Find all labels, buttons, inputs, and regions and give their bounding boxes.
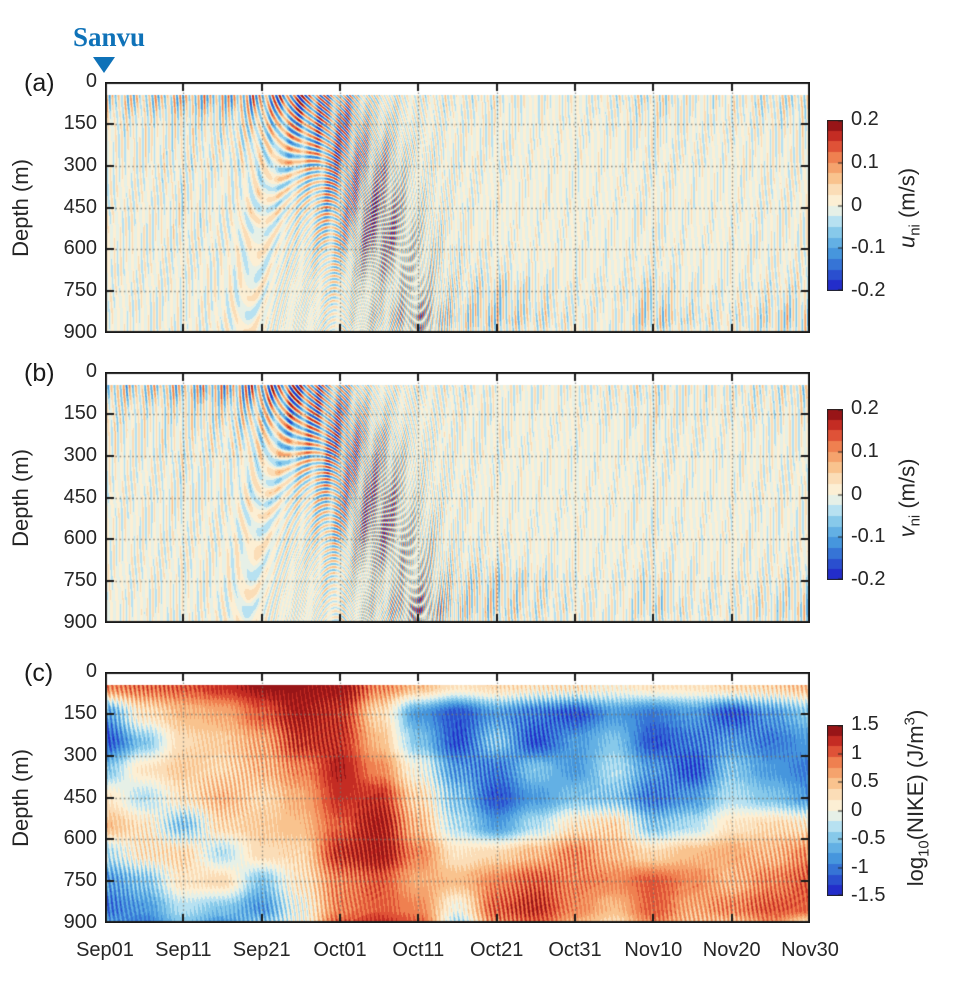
x-tick-label: Sep01 (76, 939, 134, 961)
colorbar-tick-label: 0 (851, 798, 863, 821)
colorbar-mid-c: (NIKE) (J/m (902, 724, 928, 840)
panel-letter-c: (c) (24, 659, 54, 687)
colorbar-tick-label: -0.5 (851, 827, 886, 849)
y-tick-label: 750 (63, 569, 97, 592)
x-tick-label: Nov30 (781, 939, 839, 961)
y-tick-label: 0 (85, 360, 97, 382)
colorbar-var-a: u (894, 235, 920, 248)
colorbar-sub-b: ni (906, 514, 924, 526)
panel-letter-a: (a) (24, 69, 55, 97)
y-tick-label: 150 (63, 401, 97, 424)
depth-axis-label-a: Depth (m) (8, 158, 33, 257)
colorbar-tick-label: -0.1 (851, 525, 886, 548)
colorbar-sub-a: ni (906, 223, 924, 236)
colorbar-tick-label: 0.1 (851, 439, 879, 462)
y-tick-label: 750 (63, 279, 97, 302)
colorbar-canvas-a (827, 120, 843, 291)
y-tick-label: 600 (63, 827, 97, 850)
heatmap-canvas-c (105, 672, 810, 923)
y-tick-label: 450 (63, 195, 97, 218)
y-tick-label: 300 (63, 443, 97, 466)
x-tick-label: Oct31 (548, 939, 602, 961)
typhoon-marker-icon (93, 57, 115, 73)
depth-axis-label-b: Depth (m) (8, 448, 33, 547)
colorbar-sub-c: 10 (915, 839, 933, 857)
y-tick-label: 900 (63, 611, 97, 633)
colorbar-label-c: log10(NIKE) (J/m3) (902, 709, 933, 886)
colorbar-tick-label: 0.2 (851, 108, 879, 130)
colorbar-unit-b: (m/s) (894, 458, 920, 515)
x-tick-label: Sep21 (232, 939, 291, 961)
y-tick-label: 300 (63, 153, 97, 176)
colorbar-tick-label: 0.1 (851, 150, 879, 173)
colorbar-label-a: uni (m/s) (894, 167, 923, 247)
y-tick-label: 450 (63, 485, 97, 508)
x-tick-label: Oct21 (469, 939, 524, 961)
x-tick-label: Oct11 (392, 939, 445, 961)
depth-axis-label-c: Depth (m) (8, 748, 33, 847)
colorbar-tick-label: 0 (851, 482, 863, 505)
y-tick-label: 0 (85, 660, 97, 682)
colorbar-unit-a: (m/s) (894, 167, 920, 224)
x-tick-label: Sep11 (155, 939, 212, 961)
colorbar-tick-label: 0.2 (851, 397, 879, 419)
colorbar-tick-label: 1 (851, 741, 863, 764)
colorbar-tick-label: 0.5 (851, 770, 879, 792)
colorbar-canvas-b (827, 409, 843, 580)
colorbar-tick-label: 1.5 (851, 713, 879, 735)
y-tick-label: 600 (63, 237, 97, 260)
colorbar-post-c: ) (902, 709, 928, 717)
panel-letter-b: (b) (24, 359, 55, 387)
colorbar-var-b: v (894, 525, 920, 537)
colorbar-pre-c: log (902, 856, 928, 886)
heatmap-canvas-a (105, 82, 810, 333)
x-tick-label: Oct01 (313, 939, 367, 961)
typhoon-label: Sanvu (72, 22, 146, 52)
colorbar-label-b: vni (m/s) (894, 458, 923, 537)
colorbar-tick-label: -0.2 (851, 279, 886, 301)
colorbar-tick-label: -0.2 (851, 568, 886, 590)
x-tick-label: Nov10 (624, 939, 683, 961)
colorbar-tick-label: 0 (851, 193, 863, 216)
colorbar-tick-label: -1 (851, 855, 869, 878)
y-tick-label: 750 (63, 869, 97, 892)
x-tick-label: Nov20 (702, 939, 761, 961)
y-tick-label: 900 (63, 321, 97, 343)
colorbar-tick-label: -0.1 (851, 236, 886, 259)
colorbar-tick-label: -1.5 (851, 884, 886, 906)
heatmap-canvas-b (105, 372, 810, 623)
y-tick-label: 0 (85, 70, 97, 92)
colorbar-sup-c: 3 (901, 716, 919, 725)
y-tick-label: 300 (63, 743, 97, 766)
colorbar-canvas-c (827, 725, 843, 896)
y-tick-label: 600 (63, 527, 97, 550)
y-tick-label: 900 (63, 911, 97, 933)
y-tick-label: 150 (63, 701, 97, 724)
y-tick-label: 150 (63, 111, 97, 134)
y-tick-label: 450 (63, 785, 97, 808)
